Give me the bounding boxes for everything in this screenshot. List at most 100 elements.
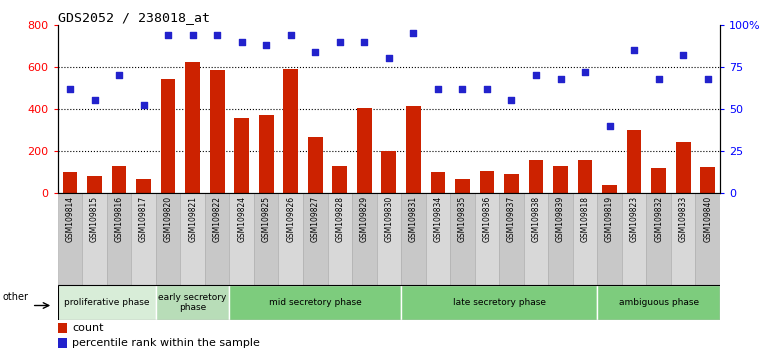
Point [407, 30, 420, 36]
Bar [87, 176, 102, 193]
Text: GSM109835: GSM109835 [458, 196, 467, 242]
Bar [234, 118, 249, 193]
Text: GSM109827: GSM109827 [311, 196, 320, 242]
Text: GSM109817: GSM109817 [139, 196, 148, 242]
Point [333, 39, 346, 44]
Bar [695, 193, 720, 285]
Text: GSM109831: GSM109831 [409, 196, 418, 242]
Point [260, 42, 273, 48]
Text: GSM109816: GSM109816 [115, 196, 123, 242]
Bar [327, 193, 352, 285]
Bar [58, 285, 156, 320]
Text: GSM109821: GSM109821 [188, 196, 197, 242]
Point [530, 72, 542, 78]
Bar [622, 193, 646, 285]
Bar [229, 193, 254, 285]
Point [89, 98, 101, 103]
Bar [352, 193, 377, 285]
Point [186, 32, 199, 38]
Bar [598, 193, 622, 285]
Text: proliferative phase: proliferative phase [64, 298, 149, 307]
Bar [156, 285, 229, 320]
Point [211, 32, 223, 38]
Point [309, 49, 321, 55]
Point [285, 32, 297, 38]
Text: percentile rank within the sample: percentile rank within the sample [72, 338, 260, 348]
Bar [132, 193, 156, 285]
Bar [107, 193, 132, 285]
Text: GSM109834: GSM109834 [434, 196, 443, 242]
Text: GSM109838: GSM109838 [531, 196, 541, 242]
Bar [279, 193, 303, 285]
Bar [156, 193, 180, 285]
Bar [136, 179, 151, 193]
Text: GSM109820: GSM109820 [163, 196, 172, 242]
Bar [186, 62, 200, 193]
Text: count: count [72, 323, 104, 333]
Bar [701, 167, 715, 193]
Point [677, 52, 689, 58]
Text: mid secretory phase: mid secretory phase [269, 298, 362, 307]
Bar [381, 151, 397, 193]
Text: other: other [3, 292, 29, 302]
Text: late secretory phase: late secretory phase [453, 298, 546, 307]
Bar [205, 193, 229, 285]
Point [236, 39, 248, 44]
Bar [333, 166, 347, 193]
Point [113, 72, 126, 78]
Text: ambiguous phase: ambiguous phase [618, 298, 698, 307]
Text: GSM109815: GSM109815 [90, 196, 99, 242]
Text: GSM109839: GSM109839 [556, 196, 565, 242]
Point [628, 47, 641, 53]
Point [162, 32, 174, 38]
Bar [450, 193, 474, 285]
Bar [401, 285, 598, 320]
Text: GSM109828: GSM109828 [335, 196, 344, 242]
Bar [283, 69, 298, 193]
Bar [58, 193, 82, 285]
Bar [504, 174, 519, 193]
Point [652, 76, 665, 81]
Text: GSM109814: GSM109814 [65, 196, 75, 242]
Point [505, 98, 517, 103]
Bar [259, 115, 273, 193]
Bar [254, 193, 279, 285]
Bar [303, 193, 327, 285]
Bar [602, 184, 617, 193]
Text: GSM109830: GSM109830 [384, 196, 393, 242]
Bar [180, 193, 205, 285]
Text: GSM109819: GSM109819 [605, 196, 614, 242]
Text: early secretory
phase: early secretory phase [159, 293, 227, 312]
Bar [651, 168, 666, 193]
Bar [430, 172, 445, 193]
Bar [646, 193, 671, 285]
Point [137, 103, 149, 108]
Bar [229, 285, 401, 320]
Text: GDS2052 / 238018_at: GDS2052 / 238018_at [58, 11, 209, 24]
Bar [357, 108, 372, 193]
Text: GSM109829: GSM109829 [360, 196, 369, 242]
Bar [58, 324, 67, 333]
Bar [112, 166, 126, 193]
Bar [598, 285, 720, 320]
Text: GSM109822: GSM109822 [213, 196, 222, 242]
Bar [480, 171, 494, 193]
Text: GSM109823: GSM109823 [630, 196, 638, 242]
Text: GSM109837: GSM109837 [507, 196, 516, 242]
Point [64, 86, 76, 91]
Point [432, 86, 444, 91]
Bar [548, 193, 573, 285]
Text: GSM109825: GSM109825 [262, 196, 271, 242]
Point [480, 86, 493, 91]
Bar [499, 193, 524, 285]
Bar [161, 79, 176, 193]
Text: GSM109826: GSM109826 [286, 196, 295, 242]
Bar [426, 193, 450, 285]
Point [358, 39, 370, 44]
Bar [377, 193, 401, 285]
Bar [529, 160, 544, 193]
Text: GSM109832: GSM109832 [654, 196, 663, 242]
Bar [573, 193, 598, 285]
Bar [474, 193, 499, 285]
Bar [627, 130, 641, 193]
